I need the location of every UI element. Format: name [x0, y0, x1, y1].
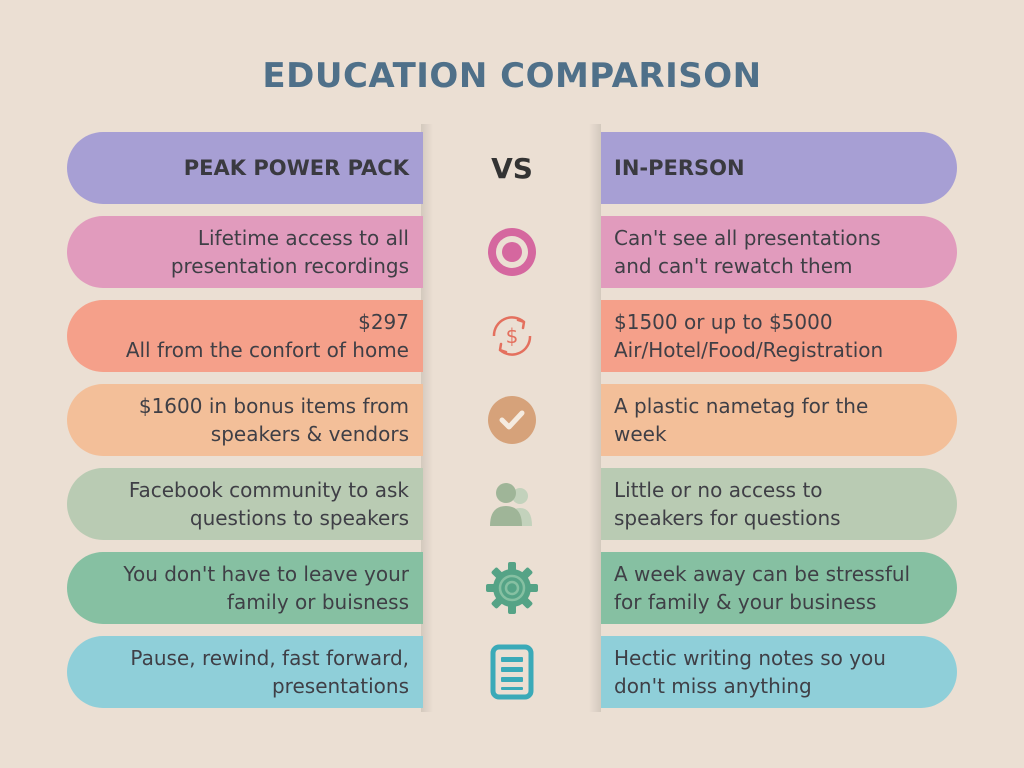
comparison-row: Pause, rewind, fast forward, presentatio… — [0, 636, 1024, 708]
left-cell-text: You don't have to leave your family or b… — [123, 562, 409, 614]
right-cell-text: A plastic nametag for the week — [614, 394, 869, 446]
people-icon — [462, 468, 562, 540]
left-cell-text: $1600 in bonus items from speakers & ven… — [138, 394, 409, 446]
left-cell: Pause, rewind, fast forward, presentatio… — [67, 636, 423, 708]
left-cell-text: Facebook community to ask questions to s… — [128, 478, 409, 530]
right-cell: A week away can be stressful for family … — [601, 552, 957, 624]
header-right-label: IN-PERSON — [614, 156, 745, 180]
svg-text:$: $ — [506, 324, 519, 348]
header-row: PEAK POWER PACK VS IN-PERSON — [0, 132, 1024, 204]
left-cell-text: $297 All from the confort of home — [125, 310, 409, 362]
left-cell-text: Lifetime access to all presentation reco… — [170, 226, 409, 278]
left-cell: $297 All from the confort of home — [67, 300, 423, 372]
right-cell-text: $1500 or up to $5000 Air/Hotel/Food/Regi… — [614, 310, 884, 362]
right-cell-text: Can't see all presentations and can't re… — [614, 226, 881, 278]
right-cell: Can't see all presentations and can't re… — [601, 216, 957, 288]
right-cell-text: Hectic writing notes so you don't miss a… — [614, 646, 886, 698]
divider-shadow-left — [421, 124, 433, 712]
vs-label-container: VS — [462, 132, 562, 204]
header-right-pill: IN-PERSON — [601, 132, 957, 204]
gear-icon — [462, 552, 562, 624]
right-cell: A plastic nametag for the week — [601, 384, 957, 456]
comparison-row: $1600 in bonus items from speakers & ven… — [0, 384, 1024, 456]
divider-shadow-right — [589, 124, 601, 712]
right-cell-text: Little or no access to speakers for ques… — [614, 478, 841, 530]
right-cell-text: A week away can be stressful for family … — [614, 562, 911, 614]
document-icon — [462, 636, 562, 708]
target-icon — [462, 216, 562, 288]
header-left-label: PEAK POWER PACK — [183, 156, 409, 180]
left-cell: $1600 in bonus items from speakers & ven… — [67, 384, 423, 456]
comparison-row: Lifetime access to all presentation reco… — [0, 216, 1024, 288]
page-title: EDUCATION COMPARISON — [262, 56, 762, 96]
comparison-row: $297 All from the confort of home $ $150… — [0, 300, 1024, 372]
comparison-row: Facebook community to ask questions to s… — [0, 468, 1024, 540]
left-cell: Facebook community to ask questions to s… — [67, 468, 423, 540]
dollar-cycle-icon: $ — [462, 300, 562, 372]
right-cell: Hectic writing notes so you don't miss a… — [601, 636, 957, 708]
right-cell: Little or no access to speakers for ques… — [601, 468, 957, 540]
left-cell: You don't have to leave your family or b… — [67, 552, 423, 624]
vs-label: VS — [491, 151, 533, 185]
comparison-row: You don't have to leave your family or b… — [0, 552, 1024, 624]
header-left-pill: PEAK POWER PACK — [67, 132, 423, 204]
right-cell: $1500 or up to $5000 Air/Hotel/Food/Regi… — [601, 300, 957, 372]
left-cell-text: Pause, rewind, fast forward, presentatio… — [130, 646, 409, 698]
left-cell: Lifetime access to all presentation reco… — [67, 216, 423, 288]
check-circle-icon — [462, 384, 562, 456]
